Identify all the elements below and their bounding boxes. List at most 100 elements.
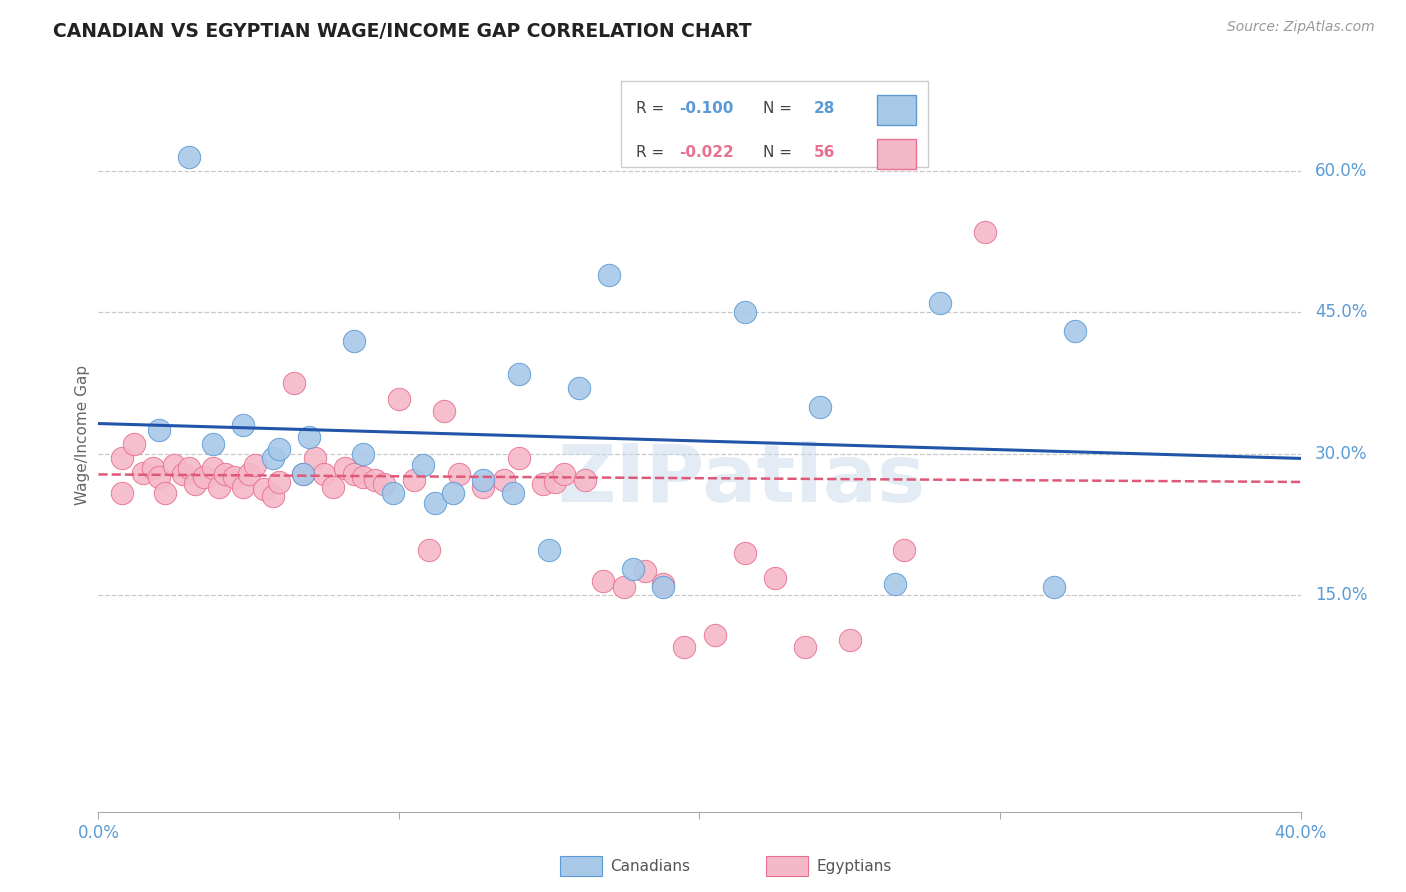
Point [613, 581, 636, 595]
Point [502, 486, 524, 500]
Text: -0.022: -0.022 [679, 145, 734, 160]
Text: R =: R = [636, 102, 669, 116]
Text: 15.0%: 15.0% [1315, 586, 1368, 604]
Point [734, 305, 756, 319]
Point [343, 467, 366, 482]
Point [162, 458, 184, 472]
Point [177, 460, 200, 475]
Point [111, 451, 134, 466]
Point [652, 576, 675, 591]
Point [1043, 581, 1066, 595]
Point [262, 489, 284, 503]
Point [808, 400, 831, 414]
Point [447, 467, 470, 482]
Point [508, 367, 530, 381]
Point [177, 150, 200, 164]
Point [598, 268, 620, 282]
Point [433, 404, 456, 418]
Text: 56: 56 [814, 145, 835, 160]
Point [423, 496, 446, 510]
Point [283, 376, 305, 390]
Point [634, 565, 657, 579]
Point [172, 467, 194, 482]
Text: 45.0%: 45.0% [1315, 303, 1368, 321]
Point [153, 486, 176, 500]
Point [267, 475, 290, 489]
Point [381, 486, 404, 500]
Text: 30.0%: 30.0% [1315, 445, 1368, 463]
Point [734, 546, 756, 560]
Point [574, 473, 596, 487]
Point [418, 542, 440, 557]
Point [208, 480, 231, 494]
Point [232, 418, 254, 433]
Point [201, 460, 224, 475]
Point [703, 627, 725, 641]
Point [441, 486, 464, 500]
Point [592, 574, 614, 588]
Point [472, 473, 495, 487]
Point [531, 476, 554, 491]
Point [267, 442, 290, 456]
Point [298, 430, 321, 444]
Point [621, 561, 644, 575]
Point [494, 473, 516, 487]
Text: R =: R = [636, 145, 669, 160]
Point [352, 470, 374, 484]
Point [111, 486, 134, 500]
Point [253, 483, 276, 497]
Point [262, 451, 284, 466]
Point [183, 476, 205, 491]
Point [291, 467, 314, 482]
Point [148, 470, 170, 484]
Point [132, 466, 155, 480]
Point [232, 480, 254, 494]
Point [141, 460, 163, 475]
Point [929, 296, 952, 310]
Text: N =: N = [763, 102, 797, 116]
Text: Egyptians: Egyptians [817, 859, 893, 873]
Point [974, 225, 997, 239]
Point [544, 475, 567, 489]
Text: ZIPatlas: ZIPatlas [557, 441, 925, 519]
Y-axis label: Wage/Income Gap: Wage/Income Gap [75, 365, 90, 505]
Point [364, 473, 387, 487]
Point [412, 458, 434, 472]
Point [793, 640, 815, 654]
Point [238, 467, 260, 482]
Point [243, 458, 266, 472]
Point [343, 334, 366, 348]
Point [568, 381, 591, 395]
Text: Canadians: Canadians [610, 859, 690, 873]
Point [402, 473, 425, 487]
Text: 60.0%: 60.0% [1315, 162, 1368, 180]
Point [201, 437, 224, 451]
Point [538, 542, 561, 557]
Text: N =: N = [763, 145, 797, 160]
Point [388, 392, 411, 406]
Point [193, 470, 215, 484]
FancyBboxPatch shape [877, 138, 915, 169]
Point [893, 542, 915, 557]
Point [373, 476, 395, 491]
Point [652, 581, 675, 595]
Point [322, 480, 344, 494]
Point [883, 576, 905, 591]
Point [291, 467, 314, 482]
Point [333, 460, 356, 475]
FancyBboxPatch shape [877, 95, 915, 126]
Point [214, 467, 236, 482]
Point [838, 633, 860, 648]
Point [148, 423, 170, 437]
Point [763, 571, 786, 585]
Text: CANADIAN VS EGYPTIAN WAGE/INCOME GAP CORRELATION CHART: CANADIAN VS EGYPTIAN WAGE/INCOME GAP COR… [53, 22, 752, 41]
Point [222, 470, 245, 484]
Point [124, 437, 146, 451]
Point [508, 451, 530, 466]
Point [304, 451, 326, 466]
Point [553, 467, 575, 482]
Text: Source: ZipAtlas.com: Source: ZipAtlas.com [1227, 20, 1375, 34]
Text: 28: 28 [814, 102, 835, 116]
Point [472, 480, 495, 494]
Point [673, 640, 696, 654]
